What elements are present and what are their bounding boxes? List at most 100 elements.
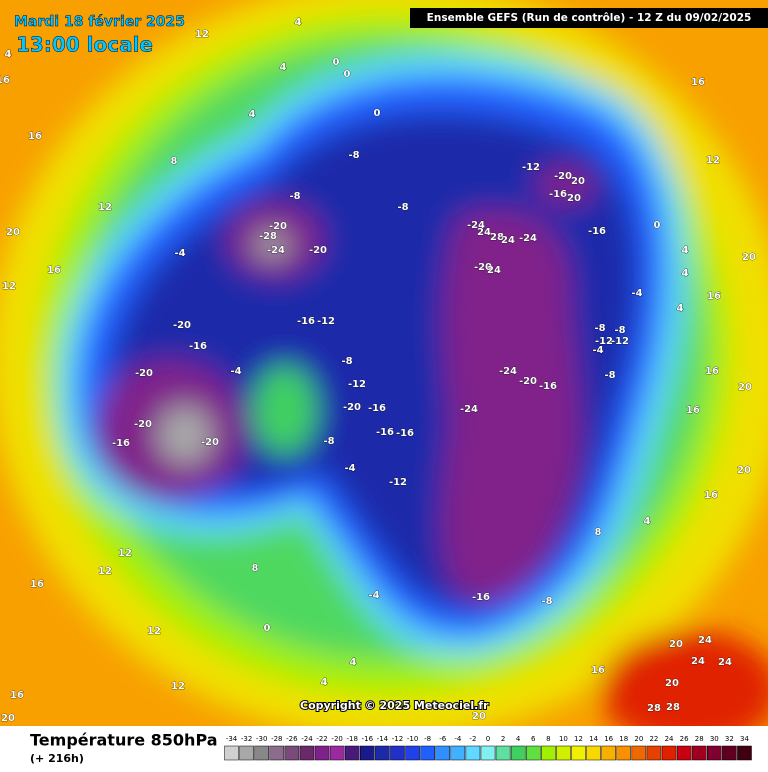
legend-tick-label: 14	[589, 735, 598, 743]
contour-label: 28	[666, 702, 680, 713]
contour-label: 20	[571, 176, 585, 187]
contour-label: 4	[677, 303, 684, 314]
contour-label: -16	[549, 189, 567, 200]
contour-label: -12	[595, 336, 613, 347]
legend-swatch	[405, 745, 420, 761]
legend-swatch	[586, 745, 601, 761]
legend-tick-label: -16	[362, 735, 374, 743]
contour-label: 4	[682, 245, 689, 256]
contour-label: -20	[474, 262, 492, 273]
legend-swatch	[314, 745, 330, 761]
contour-label: 4	[249, 109, 256, 120]
contour-label: -4	[631, 288, 642, 299]
contour-label: -20	[519, 376, 537, 387]
legend-swatch	[525, 745, 541, 761]
contour-label: -20	[134, 419, 152, 430]
legend-swatch	[722, 745, 737, 761]
contour-label: -4	[344, 463, 355, 474]
legend-swatch	[465, 745, 481, 761]
contour-label: 0	[344, 69, 351, 80]
contour-label: 4	[350, 657, 357, 668]
legend-swatch	[706, 745, 722, 761]
legend-tick-label: -4	[454, 735, 462, 743]
contour-label: -8	[289, 191, 300, 202]
contour-label: 12	[147, 626, 161, 637]
legend-tick-label: -14	[377, 735, 389, 743]
contour-label: 16	[707, 291, 721, 302]
contour-label: 4	[682, 268, 689, 279]
contour-label: 24	[698, 635, 712, 646]
contour-label: 0	[374, 108, 381, 119]
legend-swatch	[239, 745, 254, 761]
contour-label: 20	[472, 711, 486, 722]
contour-label: 20	[669, 639, 683, 650]
legend-tick-label: -20	[331, 735, 342, 743]
legend-swatch	[344, 745, 360, 761]
legend-tick-label: -24	[301, 735, 313, 743]
contour-label: 4	[5, 49, 12, 60]
contour-label: 20	[742, 252, 756, 263]
legend-tick-label: 10	[559, 735, 568, 743]
contour-label: 16	[30, 579, 44, 590]
contour-label: 0	[333, 57, 340, 68]
contour-label: 24	[501, 235, 515, 246]
legend-tick-label: 30	[710, 735, 719, 743]
contour-label: -24	[499, 366, 517, 377]
local-time: 13:00 locale	[16, 33, 153, 57]
contour-label: 20	[737, 465, 751, 476]
contour-label: 4	[295, 17, 302, 28]
contour-label: 24	[487, 265, 501, 276]
header-box	[410, 8, 768, 28]
contour-label: 12	[98, 202, 112, 213]
contour-label: 20	[665, 678, 679, 689]
legend-tick-label: 22	[649, 735, 658, 743]
contour-label: -8	[341, 356, 352, 367]
legend-swatch	[571, 745, 586, 761]
contour-label: 28	[490, 232, 504, 243]
legend-swatch	[375, 745, 390, 761]
legend-tick-label: -8	[424, 735, 431, 743]
contour-label: 12	[195, 29, 209, 40]
legend-tick-label: 28	[695, 735, 704, 743]
color-legend: -34 -32 -30 -28 -26 -24 -22 -20 -18 -16 -14 -12 -10-…	[224, 735, 752, 761]
contour-label: 16	[10, 690, 24, 701]
legend-swatch	[360, 745, 375, 761]
legend-tick-label: -26	[286, 735, 298, 743]
legend-tick-label: 8	[546, 735, 550, 743]
contour-label: 8	[252, 563, 259, 574]
contour-label: -20	[309, 245, 327, 256]
legend-tick-label: -6	[439, 735, 447, 743]
legend-swatch	[420, 745, 435, 761]
legend-swatch	[495, 745, 511, 761]
legend-tick-label: -12	[392, 735, 403, 743]
legend-swatch	[691, 745, 707, 761]
contour-label: -16	[396, 428, 414, 439]
legend-swatch	[541, 745, 556, 761]
contour-label: 8	[595, 527, 602, 538]
contour-label: -16	[368, 403, 386, 414]
contour-label: 28	[647, 703, 661, 714]
date: Mardi 18 février 2025	[14, 14, 185, 30]
contour-label: -4	[368, 590, 379, 601]
contour-label: -8	[348, 150, 359, 161]
model-info: Ensemble GEFS (Run de contrôle) - 12 Z d…	[427, 12, 752, 24]
contour-label: 24	[718, 657, 732, 668]
legend-swatch	[284, 745, 300, 761]
contour-label: -8	[541, 596, 552, 607]
legend-tick-label: 4	[516, 735, 521, 743]
legend-tick-label: 26	[680, 735, 689, 743]
legend-tick-label: -18	[347, 735, 358, 743]
legend-tick-label: 20	[634, 735, 643, 743]
contour-label: -24	[519, 233, 537, 244]
contour-label: -20	[201, 437, 219, 448]
contour-label: -8	[323, 436, 334, 447]
legend-swatch	[661, 745, 677, 761]
legend-tick-label: 32	[725, 735, 734, 743]
contour-label: -12	[348, 379, 366, 390]
legend-tick-label: 12	[574, 735, 583, 743]
legend-swatch	[556, 745, 571, 761]
contour-label: -16	[297, 316, 315, 327]
legend-tick-label: -22	[316, 735, 327, 743]
contour-label: 20	[1, 713, 15, 724]
